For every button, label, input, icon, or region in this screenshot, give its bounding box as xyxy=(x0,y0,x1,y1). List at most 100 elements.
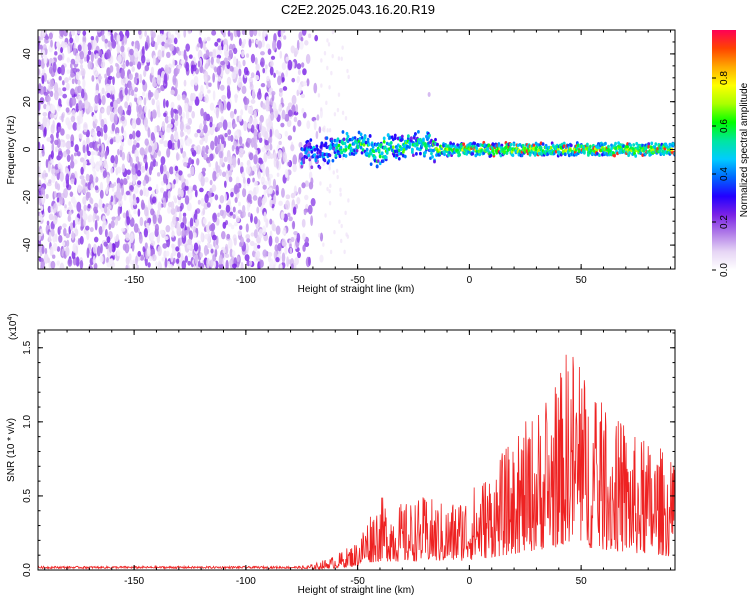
heatmap-cell xyxy=(113,182,117,187)
heatmap-cell xyxy=(344,154,348,158)
heatmap-cell xyxy=(169,44,175,52)
heatmap-cell xyxy=(98,198,103,210)
heatmap-cell xyxy=(65,133,70,140)
heatmap-cell xyxy=(164,257,168,269)
heatmap-cell xyxy=(167,183,171,190)
heatmap-cell xyxy=(378,161,382,166)
heatmap-cell xyxy=(620,147,623,152)
heatmap-cell xyxy=(197,60,201,68)
heatmap-cell xyxy=(227,129,232,135)
snr-y-ticks: 0.0 0.5 1.0 1.5 xyxy=(22,332,675,577)
heatmap-cell xyxy=(194,253,199,265)
heatmap-cell xyxy=(222,249,226,254)
heatmap-cell xyxy=(114,154,119,165)
heatmap-cell xyxy=(69,63,73,69)
heatmap-cell xyxy=(204,62,209,69)
heatmap-cell xyxy=(120,68,125,79)
heatmap-cell xyxy=(57,122,61,127)
heatmap-cell xyxy=(174,118,179,127)
heatmap-cell xyxy=(77,85,82,94)
heatmap-cell xyxy=(241,205,246,214)
heatmap-cell xyxy=(66,154,71,163)
heatmap-cell xyxy=(369,162,373,166)
heatmap-cell xyxy=(253,180,258,187)
heatmap-cell xyxy=(202,207,206,216)
heatmap-cell xyxy=(229,259,233,266)
heatmap-cell xyxy=(246,238,251,243)
heatmap-cell xyxy=(56,155,62,161)
heatmap-cell xyxy=(297,251,301,259)
heatmap-cell xyxy=(267,150,272,160)
heatmap-cell xyxy=(528,153,532,157)
snr-panel: -150 -100 -50 0 50 0.0 0.5 1.0 1.5 Height of st… xyxy=(6,313,676,596)
heatmap-cell xyxy=(48,32,53,40)
heatmap-cell xyxy=(348,143,352,148)
heatmap-cell xyxy=(157,150,162,157)
heatmap-cell xyxy=(101,94,106,106)
heatmap-cell xyxy=(106,49,112,59)
heatmap-cell xyxy=(96,30,102,33)
heatmap-cell xyxy=(133,139,137,146)
heatmap-cell xyxy=(244,97,250,105)
heatmap-cell xyxy=(265,103,270,112)
heatmap-cell xyxy=(534,147,538,152)
heatmap-cell xyxy=(116,189,121,199)
heatmap-cell xyxy=(172,108,178,113)
heatmap-cell xyxy=(237,209,242,214)
heatmap-cell xyxy=(38,166,41,177)
heatmap-cell xyxy=(175,173,179,184)
heatmap-cell xyxy=(360,150,364,155)
heatmap-cell xyxy=(274,129,280,138)
heatmap-cell xyxy=(94,118,98,125)
heatmap-cell xyxy=(304,194,309,201)
heatmap-cell xyxy=(209,196,213,204)
heatmap-cell xyxy=(453,144,457,149)
heatmap-cell xyxy=(139,111,145,120)
heatmap-cell xyxy=(240,161,244,167)
heatmap-cell xyxy=(217,121,223,129)
heatmap-cell xyxy=(204,233,209,240)
heatmap-cell xyxy=(275,225,281,235)
heatmap-cell xyxy=(313,119,317,131)
heatmap-cell xyxy=(287,135,293,141)
heatmap-cell xyxy=(203,37,207,42)
heatmap-cell xyxy=(247,138,252,144)
heatmap-cell xyxy=(85,191,90,201)
heatmap-cell xyxy=(500,143,504,148)
heatmap-cell xyxy=(277,30,282,38)
heatmap-cell xyxy=(116,34,121,43)
heatmap-cell xyxy=(232,157,237,168)
heatmap-cell xyxy=(168,166,174,175)
heatmap-cell xyxy=(206,202,211,208)
heatmap-cell xyxy=(83,204,88,211)
heatmap-cell xyxy=(143,186,146,197)
heatmap-cell xyxy=(204,75,208,84)
heatmap-cell xyxy=(167,37,172,45)
heatmap-cell xyxy=(165,99,169,108)
heatmap-cell xyxy=(92,66,98,76)
heatmap-cell xyxy=(299,41,304,50)
heatmap-cell xyxy=(233,108,237,115)
heatmap-cell xyxy=(108,258,113,265)
x-tick-label: 50 xyxy=(576,576,588,587)
heatmap-cell xyxy=(44,247,48,256)
snr-x-axis-label: Height of straight line (km) xyxy=(298,585,415,596)
heatmap-cell xyxy=(211,184,217,192)
heatmap-cell xyxy=(387,147,391,151)
heatmap-cell xyxy=(280,211,285,220)
heatmap-cell xyxy=(254,57,258,65)
heatmap-cell xyxy=(367,154,371,158)
heatmap-cell xyxy=(71,78,75,85)
heatmap-cell xyxy=(54,139,59,146)
heatmap-cell xyxy=(613,153,616,158)
heatmap-cell xyxy=(133,48,139,58)
heatmap-cell xyxy=(204,193,209,204)
heatmap-cell xyxy=(53,191,57,198)
heatmap-cell xyxy=(269,218,273,225)
heatmap-cell xyxy=(265,43,271,50)
heatmap-cell xyxy=(323,51,327,56)
heatmap-cell xyxy=(211,234,217,241)
heatmap-cell xyxy=(99,181,104,192)
heatmap-cell xyxy=(68,210,72,216)
heatmap-cell xyxy=(335,145,339,150)
